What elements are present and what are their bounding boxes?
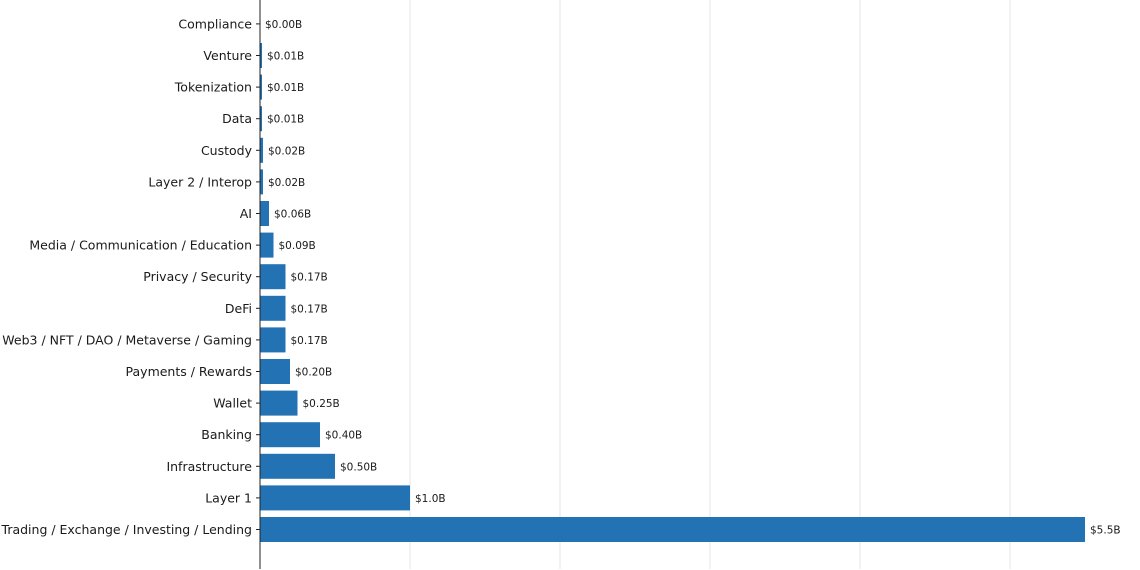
bar-9: [260, 232, 274, 258]
bar-1: [260, 485, 410, 511]
category-label-12: Custody: [201, 143, 253, 158]
bar-10: [260, 201, 269, 226]
category-label-4: Wallet: [213, 396, 252, 411]
bar-4: [260, 390, 298, 416]
category-label-9: Media / Communication / Education: [29, 238, 252, 253]
value-label-12: $0.02B: [268, 145, 305, 157]
bar-15: [260, 43, 262, 68]
category-label-14: Tokenization: [174, 80, 252, 95]
bar-6: [260, 327, 286, 353]
bar-7: [260, 295, 286, 321]
bar-5: [260, 359, 290, 384]
category-label-13: Data: [222, 111, 252, 126]
category-label-11: Layer 2 / Interop: [148, 174, 252, 189]
bar-13: [260, 106, 262, 132]
bars: [260, 43, 1085, 542]
value-label-0: $5.5B: [1090, 525, 1121, 537]
category-label-15: Venture: [203, 48, 252, 63]
value-label-7: $0.17B: [291, 303, 328, 315]
category-label-16: Compliance: [178, 16, 252, 31]
category-label-10: AI: [240, 206, 252, 221]
bar-0: [260, 517, 1085, 542]
value-label-16: $0.00B: [265, 19, 302, 31]
bar-2: [260, 453, 335, 479]
value-label-3: $0.40B: [325, 430, 362, 442]
value-label-14: $0.01B: [267, 82, 304, 94]
category-label-0: Trading / Exchange / Investing / Lending: [1, 522, 252, 537]
category-label-7: DeFi: [225, 301, 252, 316]
value-label-1: $1.0B: [415, 493, 446, 505]
bar-12: [260, 137, 263, 163]
bar-11: [260, 169, 263, 195]
category-label-5: Payments / Rewards: [126, 364, 252, 379]
axes: [256, 0, 261, 569]
gridlines: [409, 0, 1011, 569]
category-label-2: Infrastructure: [166, 459, 252, 474]
value-label-11: $0.02B: [268, 177, 305, 189]
category-label-3: Banking: [201, 427, 252, 442]
value-label-4: $0.25B: [303, 398, 340, 410]
bar-8: [260, 264, 286, 290]
category-label-8: Privacy / Security: [143, 269, 252, 284]
labels: Trading / Exchange / Investing / Lending…: [1, 16, 1121, 537]
value-label-10: $0.06B: [274, 209, 311, 221]
value-label-2: $0.50B: [340, 461, 377, 473]
category-label-1: Layer 1: [205, 490, 252, 505]
bar-3: [260, 422, 320, 448]
bar-14: [260, 74, 262, 100]
value-label-6: $0.17B: [291, 335, 328, 347]
category-label-6: Web3 / NFT / DAO / Metaverse / Gaming: [2, 332, 252, 347]
value-label-15: $0.01B: [267, 51, 304, 63]
value-label-13: $0.01B: [267, 114, 304, 126]
value-label-5: $0.20B: [295, 367, 332, 379]
value-label-9: $0.09B: [279, 240, 316, 252]
value-label-8: $0.17B: [291, 272, 328, 284]
